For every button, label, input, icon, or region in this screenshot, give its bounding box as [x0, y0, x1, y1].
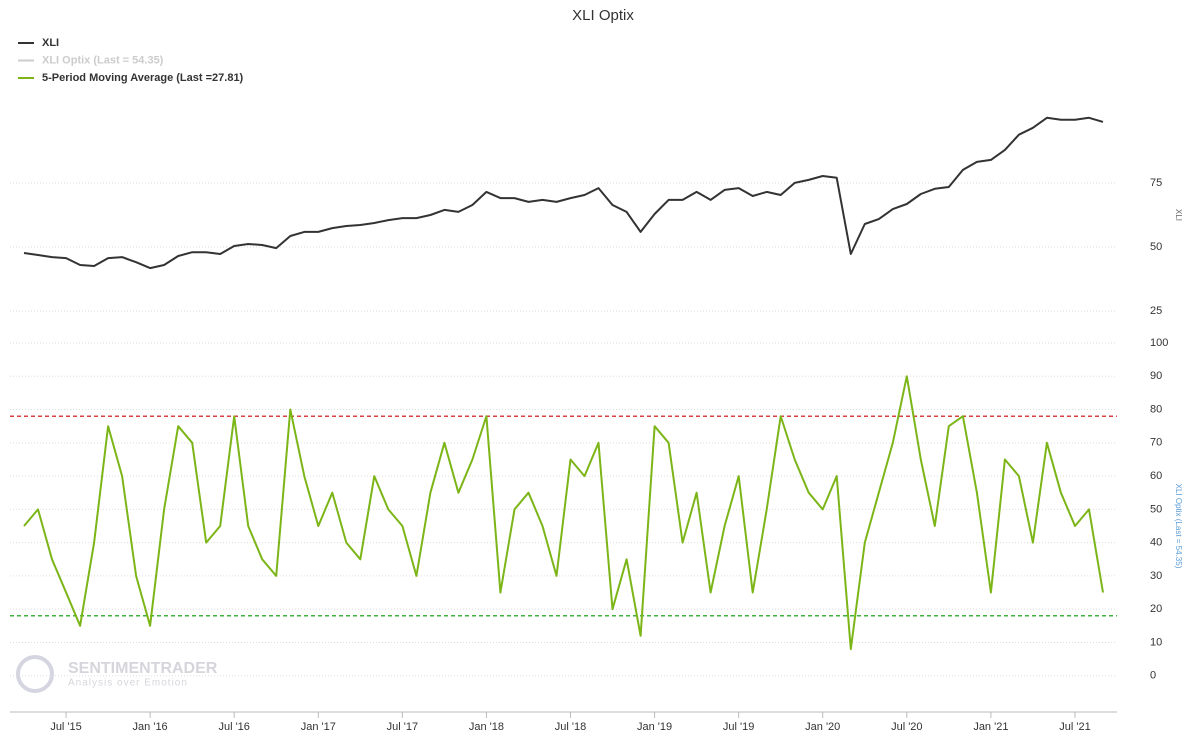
x-tick-label: Jan '17: [301, 721, 336, 733]
y-tick-label: 100: [1150, 337, 1168, 349]
y-tick-label: 75: [1150, 177, 1162, 189]
y-tick-label: 0: [1150, 670, 1156, 682]
y-tick-label: 30: [1150, 570, 1162, 582]
y-tick-label: 10: [1150, 636, 1162, 648]
chart-title: XLI Optix: [572, 7, 634, 24]
y-axis-label: XLI Optix (Last = 54.35): [1174, 484, 1183, 569]
x-tick-label: Jan '19: [637, 721, 672, 733]
y-tick-label: 50: [1150, 241, 1162, 253]
x-tick-label: Jan '18: [469, 721, 504, 733]
legend-label: XLI: [42, 37, 59, 49]
x-tick-label: Jul '21: [1059, 721, 1090, 733]
watermark: SENTIMENTRADER Analysis over Emotion: [16, 655, 218, 693]
watermark-logo: [16, 655, 54, 693]
x-tick-label: Jul '20: [891, 721, 922, 733]
y-tick-label: 70: [1150, 437, 1162, 449]
y-tick-label: 80: [1150, 403, 1162, 415]
y-axis-label: XLI: [1174, 209, 1183, 221]
x-tick-label: Jan '21: [973, 721, 1008, 733]
watermark-tagline: Analysis over Emotion: [68, 678, 188, 689]
legend-label: XLI Optix (Last = 54.35): [42, 54, 164, 66]
y-tick-label: 50: [1150, 503, 1162, 515]
legend-label: 5-Period Moving Average (Last =27.81): [42, 72, 244, 84]
y-tick-label: 90: [1150, 370, 1162, 382]
x-tick-label: Jul '17: [387, 721, 418, 733]
y-tick-label: 40: [1150, 537, 1162, 549]
y-tick-label: 60: [1150, 470, 1162, 482]
series-line: [23, 375, 1104, 651]
y-tick-label: 25: [1150, 305, 1162, 317]
x-tick-label: Jul '19: [723, 721, 754, 733]
watermark-brand: SENTIMENTRADER: [68, 660, 218, 677]
x-tick-label: Jul '18: [555, 721, 586, 733]
y-tick-label: 20: [1150, 603, 1162, 615]
x-tick-label: Jan '16: [133, 721, 168, 733]
x-tick-label: Jan '20: [805, 721, 840, 733]
x-tick-label: Jul '15: [50, 721, 81, 733]
series-line: [23, 116, 1104, 270]
x-tick-label: Jul '16: [218, 721, 249, 733]
